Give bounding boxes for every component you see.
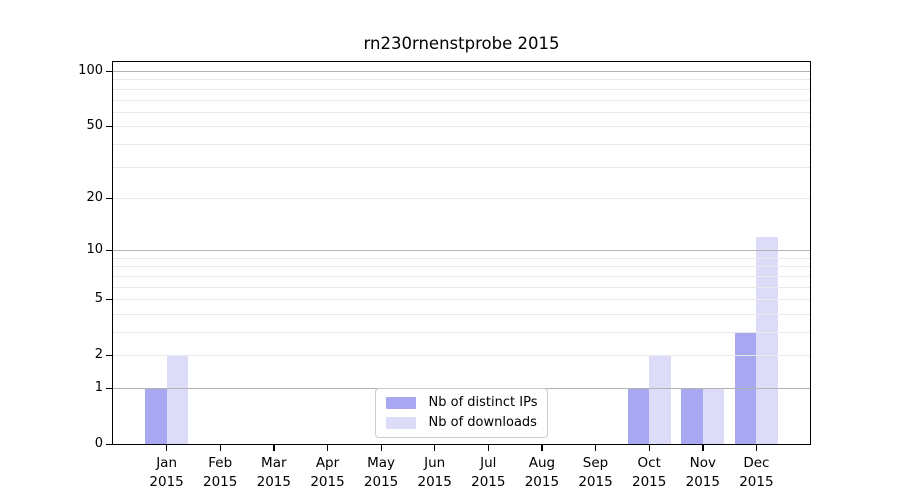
x-tick-label-year: 2015 — [149, 474, 184, 490]
x-tick-label: Feb 2015 — [175, 454, 265, 492]
legend-label-distinct-ips: Nb of distinct IPs — [428, 395, 538, 410]
y-tick-mark — [106, 388, 112, 390]
x-tick-label-year: 2015 — [256, 474, 291, 490]
x-tick-label: Aug 2015 — [497, 454, 587, 492]
y-gridline-minor — [113, 332, 810, 333]
x-tick-label-year: 2015 — [632, 474, 667, 490]
y-tick-mark — [106, 355, 112, 357]
bar-downloads — [702, 388, 725, 444]
x-tick-label-year: 2015 — [524, 474, 560, 490]
x-tick-mark — [273, 445, 275, 451]
x-tick-mark — [434, 445, 436, 451]
y-gridline-major — [113, 126, 810, 128]
x-tick-mark — [166, 445, 168, 451]
x-tick-label: May 2015 — [336, 454, 426, 492]
x-tick-label-year: 2015 — [417, 474, 452, 490]
y-tick-mark — [106, 71, 112, 73]
y-gridline-decade — [113, 250, 810, 252]
y-tick-mark — [106, 444, 112, 446]
x-tick-label-year: 2015 — [471, 474, 506, 490]
y-tick-label: 2 — [94, 347, 103, 363]
y-tick-mark — [106, 299, 112, 301]
legend-label-downloads: Nb of downloads — [428, 415, 537, 430]
bar-downloads — [166, 355, 188, 444]
x-tick-label-year: 2015 — [739, 474, 774, 490]
x-tick-label: Dec 2015 — [711, 454, 801, 492]
y-gridline-minor — [113, 88, 810, 90]
x-tick-label: Oct 2015 — [604, 454, 694, 492]
legend: Nb of distinct IPs Nb of downloads — [374, 388, 549, 438]
x-tick-mark — [595, 445, 597, 451]
x-tick-label-year: 2015 — [310, 474, 345, 490]
y-gridline-minor — [113, 166, 810, 168]
y-gridline-decade — [113, 71, 810, 72]
y-gridline-major — [113, 197, 810, 199]
y-gridline-major — [113, 355, 810, 357]
y-tick-label: 20 — [86, 189, 103, 205]
x-tick-label: Jul 2015 — [443, 454, 533, 492]
y-tick-label: 100 — [78, 63, 103, 78]
x-tick-mark — [702, 445, 704, 451]
x-tick-mark — [219, 445, 221, 451]
x-tick-label: Mar 2015 — [229, 454, 319, 492]
bar-distinct-ips — [145, 388, 167, 444]
plot-area: Nb of distinct IPs Nb of downloads — [112, 61, 811, 445]
x-tick-label: Sep 2015 — [551, 454, 641, 492]
y-tick-mark — [106, 126, 112, 128]
y-tick-mark — [106, 197, 112, 200]
y-gridline-major — [113, 299, 810, 301]
y-gridline-minor — [113, 79, 810, 81]
y-gridline-minor — [113, 275, 810, 277]
y-tick-label: 5 — [94, 291, 103, 307]
x-tick-mark — [380, 445, 382, 451]
y-gridline-minor — [113, 266, 810, 268]
x-tick-label: Apr 2015 — [283, 454, 373, 492]
y-tick-label: 0 — [94, 436, 103, 451]
x-tick-label-year: 2015 — [203, 474, 238, 490]
x-tick-label-year: 2015 — [363, 474, 399, 490]
y-gridline-minor — [113, 313, 810, 315]
bar-distinct-ips — [681, 388, 703, 444]
legend-swatch-downloads-icon — [385, 417, 416, 429]
y-gridline-minor — [113, 111, 810, 113]
x-tick-label: Jun 2015 — [390, 454, 480, 492]
y-gridline-minor — [113, 143, 810, 145]
x-tick-mark — [541, 445, 543, 451]
bar-downloads — [756, 236, 778, 444]
y-tick-mark — [106, 250, 112, 252]
x-tick-label-year: 2015 — [685, 474, 720, 490]
x-tick-label-year: 2015 — [578, 474, 613, 490]
x-tick-mark — [755, 445, 758, 451]
bar-downloads — [649, 355, 671, 444]
y-tick-label: 1 — [94, 380, 103, 395]
x-tick-label: Jan 2015 — [122, 454, 212, 492]
x-tick-mark — [487, 445, 490, 451]
legend-swatch-distinct-ips-icon — [385, 397, 416, 409]
x-tick-label: Nov 2015 — [658, 454, 748, 492]
bar-distinct-ips — [627, 388, 650, 444]
legend-item-downloads: Nb of downloads — [385, 415, 538, 431]
y-gridline-minor — [113, 286, 810, 288]
x-tick-mark — [327, 445, 329, 451]
y-tick-label: 50 — [86, 118, 103, 134]
y-gridline-minor — [113, 257, 810, 259]
legend-item-distinct-ips: Nb of distinct IPs — [385, 395, 538, 411]
chart-title: rn230rnenstprobe 2015 — [363, 34, 560, 53]
y-gridline-minor — [113, 99, 810, 101]
y-tick-label: 10 — [86, 242, 103, 258]
x-tick-mark — [648, 445, 650, 451]
